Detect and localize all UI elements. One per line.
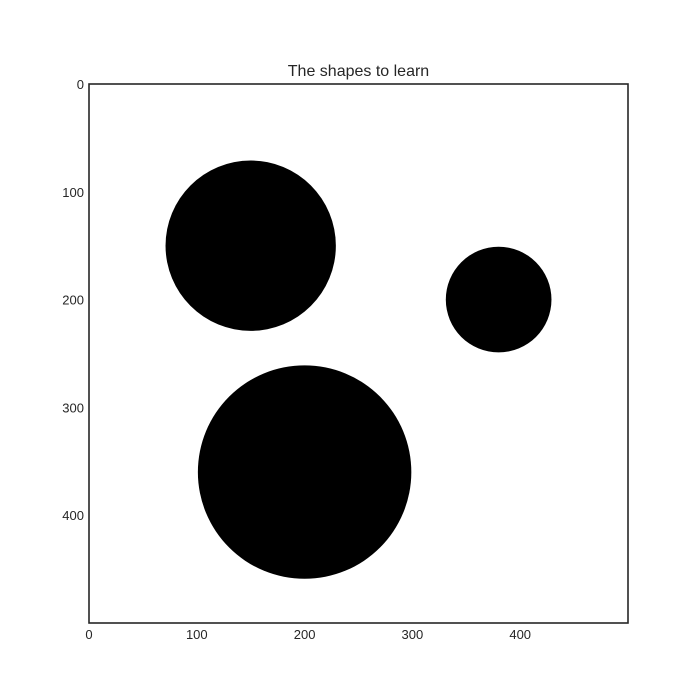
y-tick-label: 100: [62, 185, 84, 200]
y-tick-label: 400: [62, 508, 84, 523]
x-tick-label: 200: [294, 627, 316, 642]
x-axis: 0 100 200 300 400: [85, 627, 531, 642]
circle-shape-3: [197, 365, 412, 579]
circle-shape-1: [165, 160, 336, 331]
y-tick-label: 0: [77, 77, 84, 92]
x-tick-label: 0: [85, 627, 92, 642]
plot-frame: [88, 83, 629, 624]
plot-area: [88, 83, 629, 624]
circle-shape-2: [445, 246, 552, 353]
x-tick-label: 400: [509, 627, 531, 642]
chart-title: The shapes to learn: [288, 63, 429, 80]
x-tick-label: 300: [402, 627, 424, 642]
y-tick-label: 300: [62, 400, 84, 415]
y-axis: 0 100 200 300 400: [62, 77, 84, 523]
y-tick-label: 200: [62, 293, 84, 308]
x-tick-label: 100: [186, 627, 208, 642]
